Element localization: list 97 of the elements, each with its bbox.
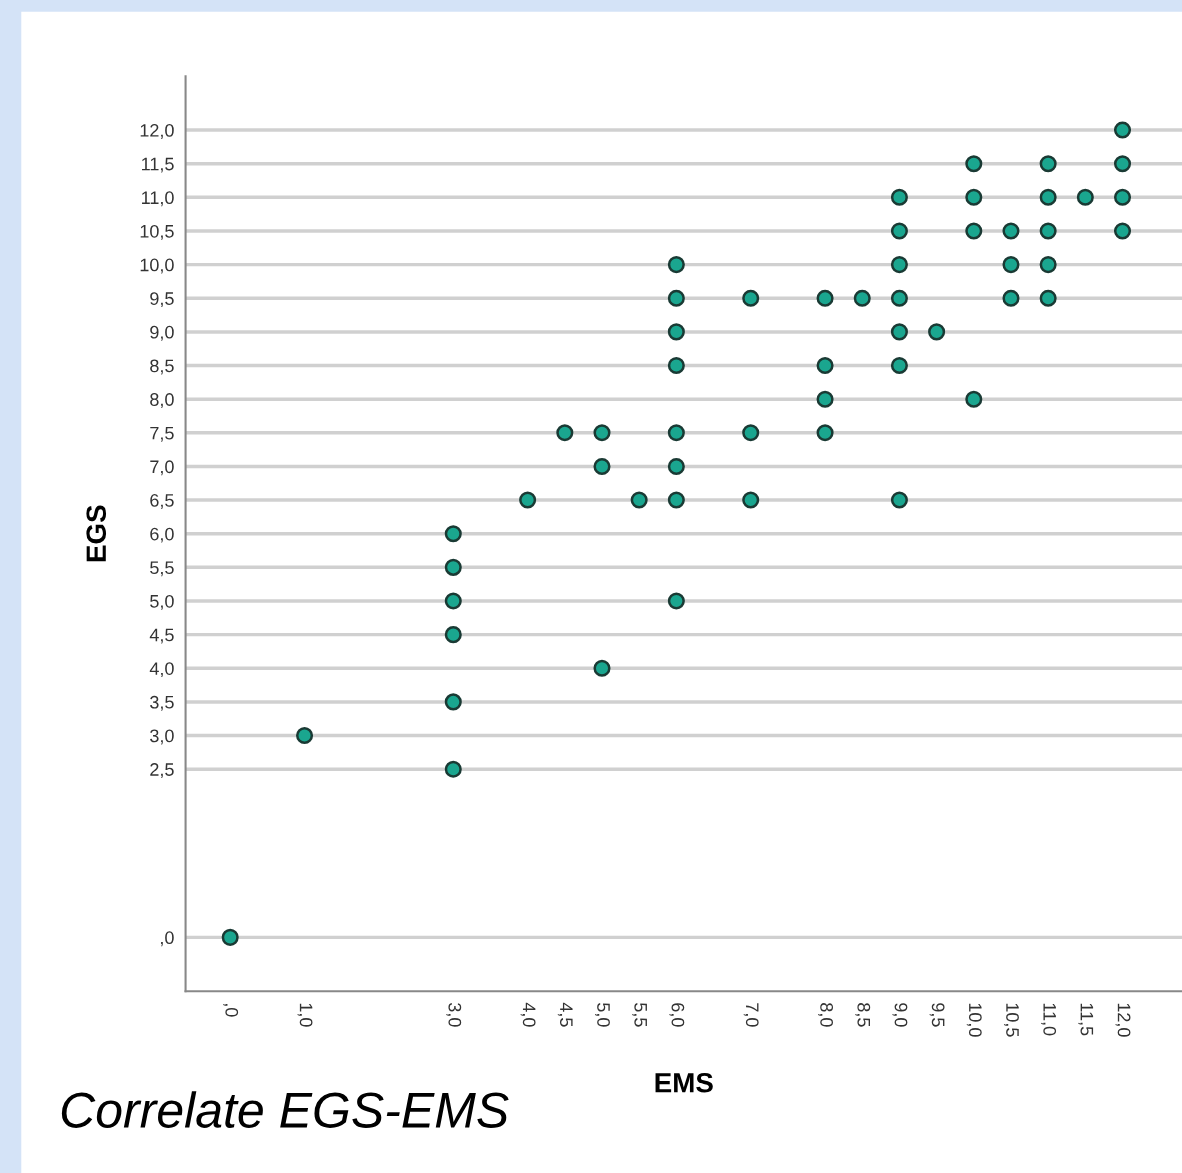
x-tick-label: 1,0 [297,1003,313,1027]
y-tick-label: 5,5 [150,561,174,577]
point [1039,289,1057,307]
point [593,457,611,475]
point [667,289,685,307]
y-tick-label: 4,5 [149,628,174,644]
point [667,356,685,375]
y-tick-label: 11,0 [142,191,174,207]
y-tick-label: 3,0 [150,729,174,745]
y-tick-label: 7,5 [150,426,174,442]
point [965,390,983,408]
x-tick-label: 8,0 [818,1003,834,1027]
point [965,222,983,240]
x-tick-label: 12,0 [1115,1003,1131,1037]
point [742,491,760,509]
point [296,727,314,745]
y-tick-label: 12,0 [140,124,174,139]
point [1113,155,1132,173]
x-tick-label: 11,5 [1078,1003,1094,1036]
point [816,356,834,375]
point [890,323,908,341]
x-tick-label: 4,5 [557,1002,573,1027]
x-tick-label: 10,5 [1003,1003,1019,1037]
x-tick-label: ,0 [223,1003,239,1017]
y-tick-label: 10,0 [140,258,174,274]
x-tick-label: 9,5 [929,1003,945,1027]
point [816,390,834,408]
x-tick-label: 5,0 [595,1003,610,1027]
point [593,659,611,677]
point [890,491,908,509]
y-tick-label: 3,5 [150,695,174,711]
point [1039,188,1057,206]
x-axis-title: EMS [655,1072,713,1093]
x-tick-label: 6,0 [669,1003,685,1027]
x-tick-label: 4,0 [520,1002,536,1027]
point [816,289,834,307]
point [1002,289,1020,307]
y-tick-label: 4,0 [149,662,174,678]
point [444,592,462,610]
point [1039,155,1057,173]
x-tick-label: 5,5 [632,1003,647,1027]
point [1113,121,1132,139]
point [890,222,908,240]
point [1113,188,1132,206]
point [1113,222,1132,240]
point [444,693,462,711]
point [667,256,685,274]
y-tick-label: ,0 [161,931,174,947]
point [667,323,685,341]
y-tick-label: 8,0 [150,393,174,409]
point [444,760,462,778]
x-tick-label: 7,0 [743,1003,759,1027]
point [630,491,648,509]
point [853,289,871,307]
point [667,424,685,442]
y-tick-label: 9,0 [150,325,174,341]
point [1076,188,1094,206]
point [965,188,983,206]
point [1002,222,1020,240]
y-tick-label: 6,5 [150,494,174,509]
point [667,457,685,475]
y-tick-label: 11,5 [142,157,174,173]
point [444,558,462,576]
y-tick-label: 7,0 [150,460,174,476]
y-tick-label: 10,5 [140,224,174,240]
point [890,289,908,307]
point [593,424,611,442]
point [1039,222,1057,240]
y-tick-label: 2,5 [150,763,174,779]
point [965,155,983,173]
x-tick-label: 8,5 [855,1003,871,1027]
x-tick-label: 9,0 [892,1003,908,1027]
point [742,424,760,442]
text: Correlate EGS-EMS [61,1091,509,1128]
point [890,356,908,375]
point [221,928,239,946]
y-tick-label: 6,0 [150,527,174,543]
x-tick-label: 3,0 [446,1002,462,1027]
point [742,289,760,307]
y-tick-label: 9,5 [150,292,174,308]
x-tick-label: 11,0 [1041,1003,1057,1036]
point [556,424,574,442]
point [444,525,462,543]
point [667,491,685,509]
point [816,424,834,442]
point [519,491,537,509]
point [1039,256,1057,274]
x-tick-label: 10,0 [966,1003,982,1037]
y-axis-title: EGS [86,505,107,562]
point [1002,256,1020,274]
point [890,188,908,206]
point [444,626,462,644]
point [890,256,908,274]
y-tick-label: 5,0 [150,594,174,610]
point [928,323,946,341]
y-tick-label: 8,5 [150,359,174,375]
point [667,592,685,610]
